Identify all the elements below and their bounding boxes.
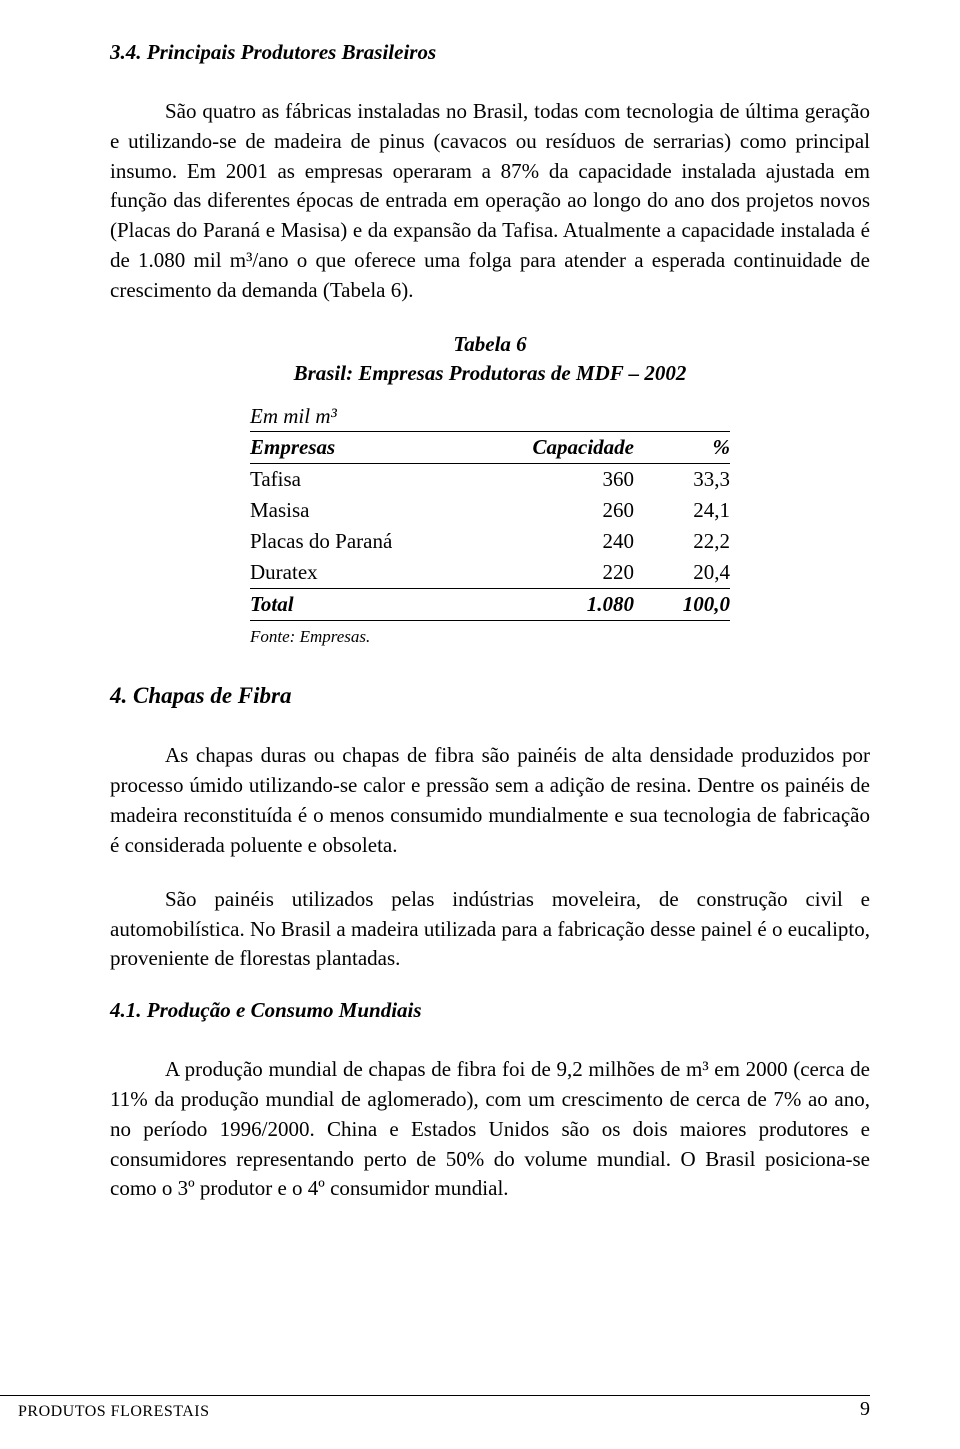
table-total-row: Total 1.080 100,0 — [250, 589, 730, 621]
cell-name: Tafisa — [250, 464, 519, 496]
table-6-table: Empresas Capacidade % Tafisa 360 33,3 Ma… — [250, 431, 730, 621]
table-header-row: Empresas Capacidade % — [250, 432, 730, 464]
th-percent: % — [634, 432, 730, 464]
cell-name: Placas do Paraná — [250, 526, 519, 557]
footer-page-number: 9 — [860, 1398, 870, 1421]
page: 3.4. Principais Produtores Brasileiros S… — [0, 0, 960, 1449]
cell-cap: 360 — [519, 464, 634, 496]
cell-total-pct: 100,0 — [634, 589, 730, 621]
paragraph-4-1-1: A produção mundial de chapas de fibra fo… — [110, 1055, 870, 1204]
heading-4: 4. Chapas de Fibra — [110, 683, 870, 709]
table-6-source: Fonte: Empresas. — [250, 627, 730, 647]
cell-pct: 33,3 — [634, 464, 730, 496]
table-6-unit: Em mil m³ — [250, 404, 730, 429]
table-row: Masisa 260 24,1 — [250, 495, 730, 526]
cell-cap: 260 — [519, 495, 634, 526]
table-6: Em mil m³ Empresas Capacidade % Ta — [250, 404, 730, 647]
table-row: Tafisa 360 33,3 — [250, 464, 730, 496]
heading-4-1: 4.1. Produção e Consumo Mundiais — [110, 998, 870, 1023]
table-row: Duratex 220 20,4 — [250, 557, 730, 589]
paragraph-4-2: São painéis utilizados pelas indústrias … — [110, 885, 870, 974]
table-row: Placas do Paraná 240 22,2 — [250, 526, 730, 557]
footer-label: PRODUTOS FLORESTAIS — [0, 1403, 210, 1421]
cell-pct: 20,4 — [634, 557, 730, 589]
cell-pct: 22,2 — [634, 526, 730, 557]
cell-cap: 220 — [519, 557, 634, 589]
cell-total-name: Total — [250, 589, 519, 621]
th-empresas: Empresas — [250, 432, 519, 464]
footer-row: PRODUTOS FLORESTAIS 9 — [0, 1396, 870, 1421]
cell-name: Masisa — [250, 495, 519, 526]
cell-name: Duratex — [250, 557, 519, 589]
paragraph-4-1: As chapas duras ou chapas de fibra são p… — [110, 741, 870, 860]
page-footer: PRODUTOS FLORESTAIS 9 — [0, 1395, 960, 1421]
cell-total-cap: 1.080 — [519, 589, 634, 621]
table-6-title-line1: Tabela 6 — [453, 332, 526, 356]
table-6-title: Tabela 6 Brasil: Empresas Produtoras de … — [110, 330, 870, 389]
table-6-title-line2: Brasil: Empresas Produtoras de MDF – 200… — [294, 361, 687, 385]
th-capacidade: Capacidade — [519, 432, 634, 464]
cell-cap: 240 — [519, 526, 634, 557]
cell-pct: 24,1 — [634, 495, 730, 526]
paragraph-3-4-1: São quatro as fábricas instaladas no Bra… — [110, 97, 870, 306]
table-6-wrap: Em mil m³ Empresas Capacidade % Ta — [110, 404, 870, 647]
heading-3-4: 3.4. Principais Produtores Brasileiros — [110, 40, 870, 65]
